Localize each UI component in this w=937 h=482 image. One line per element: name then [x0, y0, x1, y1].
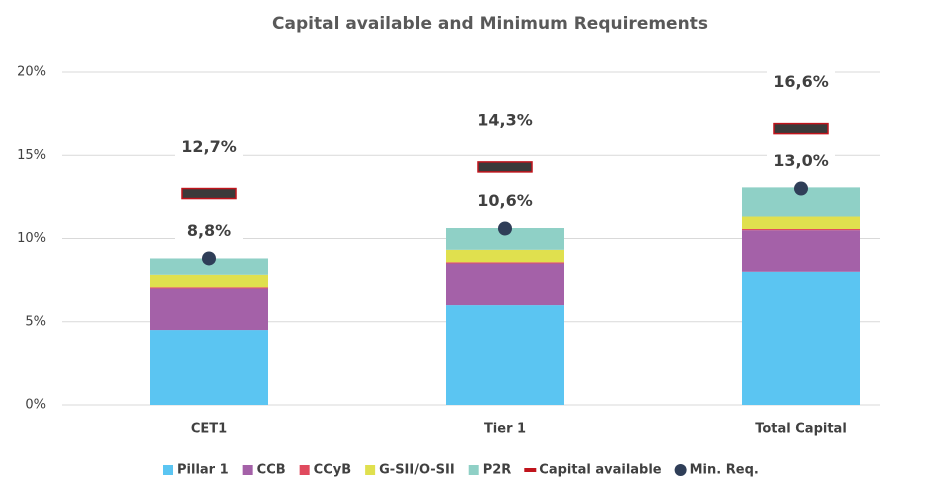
chart-title: Capital available and Minimum Requiremen… [272, 14, 708, 34]
bar-segment [150, 330, 268, 405]
value-label: 12,7% [181, 137, 237, 156]
min-req-marker [498, 221, 512, 236]
bar-segment [150, 288, 268, 331]
bar-segment [742, 229, 860, 231]
label-background [767, 149, 835, 174]
legend-swatch [163, 465, 173, 475]
bar-segment [446, 228, 564, 250]
label-background [175, 135, 243, 160]
x-tick-label: CET1 [191, 422, 227, 437]
capital-available-marker [477, 161, 533, 173]
label-background [471, 189, 539, 214]
label-background [471, 108, 539, 133]
legend-label: CCB [257, 463, 286, 478]
bar-segment [446, 263, 564, 306]
value-label: 14,3% [477, 110, 533, 129]
y-tick-label: 15% [17, 148, 46, 163]
bar-segment [446, 262, 564, 264]
x-tick-label: Tier 1 [484, 422, 526, 437]
label-background [767, 70, 835, 95]
legend-swatch [674, 464, 687, 476]
bar-segment [742, 230, 860, 272]
legend-label: CCyB [314, 463, 351, 478]
bar-segment [446, 305, 564, 405]
value-label: 13,0% [773, 151, 829, 170]
legend-label: P2R [483, 463, 512, 478]
value-label: 8,8% [187, 221, 231, 240]
bar-segment [150, 287, 268, 289]
legend-swatch [524, 468, 537, 472]
legend-label: Pillar 1 [177, 463, 229, 478]
min-req-marker [794, 181, 808, 196]
legend-label: Capital available [539, 463, 662, 478]
label-background [175, 219, 243, 244]
bar-segment [742, 271, 860, 405]
bar-segment [150, 274, 268, 288]
x-tick-label: Total Capital [755, 422, 847, 437]
legend-label: G-SII/O-SII [379, 463, 455, 478]
legend-swatch [365, 465, 376, 475]
bar-segment [446, 249, 564, 263]
bar-segment [150, 258, 268, 275]
value-label: 16,6% [773, 72, 829, 91]
y-tick-label: 10% [17, 231, 46, 246]
value-label: 10,6% [477, 191, 533, 210]
min-req-marker [202, 251, 216, 266]
legend-swatch [468, 465, 479, 475]
y-tick-label: 5% [25, 314, 46, 329]
bar-segment [742, 216, 860, 230]
legend-label: Min. Req. [690, 463, 759, 478]
y-tick-label: 0% [25, 398, 46, 413]
capital-available-marker [181, 187, 237, 200]
legend-swatch [242, 465, 253, 475]
capital-available-marker [773, 122, 829, 135]
y-tick-label: 20% [17, 65, 46, 80]
legend-swatch [299, 465, 310, 475]
